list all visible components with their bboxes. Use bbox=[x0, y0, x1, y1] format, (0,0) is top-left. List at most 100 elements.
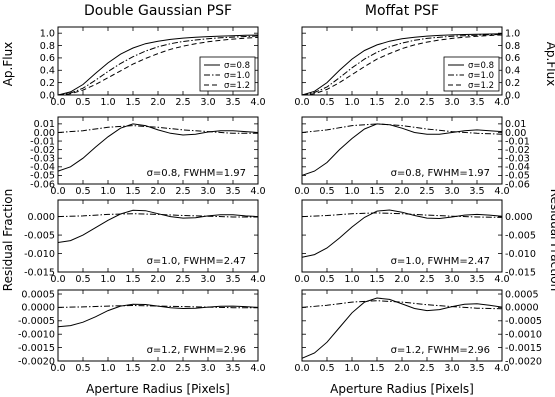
panel-annotation: σ=0.8, FWHM=1.97 bbox=[391, 168, 490, 179]
x-tick-label: 0.5 bbox=[75, 97, 90, 108]
x-tick-label: 2.0 bbox=[150, 274, 165, 285]
y-tick-label: -0.01 bbox=[505, 136, 530, 147]
series-line-dashdot bbox=[302, 300, 502, 310]
x-tick-label: 1.0 bbox=[344, 186, 359, 197]
x-tick-label: 0.5 bbox=[319, 274, 334, 285]
x-tick-label: 1.0 bbox=[344, 363, 359, 374]
x-tick-label: 2.0 bbox=[150, 363, 165, 374]
y-tick-label: -0.01 bbox=[30, 136, 55, 147]
legend-label: σ=0.8 bbox=[468, 61, 494, 71]
panel-p20: 0.0 0.5 1.0 1.5 2.0 2.5 3.0 3.5 4.0 -0.015 -0.010 -… bbox=[24, 199, 266, 285]
y-tick-label: -0.06 bbox=[30, 179, 55, 190]
ylabel-left-residual: Residual Fraction bbox=[1, 189, 15, 291]
x-tick-label: 2.0 bbox=[394, 97, 409, 108]
legend-label: σ=1.0 bbox=[468, 71, 494, 81]
x-tick-label: 2.5 bbox=[419, 363, 434, 374]
y-tick-label: 0.0000 bbox=[21, 303, 55, 314]
x-tick-label: 0.0 bbox=[50, 363, 65, 374]
y-tick-label: 0.8 bbox=[40, 41, 55, 52]
x-tick-label: 4.0 bbox=[494, 363, 509, 374]
legend-label: σ=0.8 bbox=[224, 61, 250, 71]
series-line-solid bbox=[302, 297, 502, 359]
y-tick-label: 0.000 bbox=[505, 212, 532, 223]
x-tick-label: 0.5 bbox=[319, 97, 334, 108]
x-tick-label: 3.5 bbox=[225, 363, 240, 374]
x-tick-label: 4.0 bbox=[494, 97, 509, 108]
x-tick-label: 2.0 bbox=[150, 97, 165, 108]
x-tick-label: 1.0 bbox=[344, 274, 359, 285]
x-tick-label: 2.5 bbox=[419, 97, 434, 108]
y-tick-label: 1.0 bbox=[40, 28, 55, 39]
x-tick-label: 2.5 bbox=[175, 186, 190, 197]
series-line-sigma-1.0 bbox=[302, 33, 502, 95]
x-tick-label: 0.0 bbox=[50, 97, 65, 108]
y-tick-label: 0.8 bbox=[505, 41, 520, 52]
x-tick-label: 3.5 bbox=[469, 186, 484, 197]
ylabel-left-apflux: Ap.Flux bbox=[1, 42, 15, 87]
x-tick-label: 1.5 bbox=[125, 274, 140, 285]
y-tick-label: 0.6 bbox=[505, 53, 520, 64]
x-tick-label: 2.5 bbox=[175, 363, 190, 374]
x-tick-label: 1.0 bbox=[100, 97, 115, 108]
x-tick-label: 0.5 bbox=[75, 363, 90, 374]
series-line-sigma-1.2 bbox=[302, 34, 502, 95]
panel-annotation: σ=0.8, FWHM=1.97 bbox=[147, 168, 246, 179]
series-line-dashdot bbox=[58, 213, 258, 218]
y-tick-label: -0.0020 bbox=[18, 356, 55, 367]
y-tick-label: -0.015 bbox=[24, 267, 55, 278]
y-tick-label: 1.0 bbox=[505, 28, 520, 39]
title-double-gaussian: Double Gaussian PSF bbox=[84, 3, 232, 19]
x-tick-label: 0.0 bbox=[50, 274, 65, 285]
x-tick-label: 3.0 bbox=[200, 274, 215, 285]
legend-label: σ=1.2 bbox=[468, 81, 494, 91]
x-tick-label: 0.0 bbox=[294, 274, 309, 285]
x-tick-label: 1.0 bbox=[100, 363, 115, 374]
y-tick-label: 0.0000 bbox=[505, 303, 539, 314]
panel-annotation: σ=1.0, FWHM=2.47 bbox=[147, 256, 246, 267]
y-tick-label: -0.06 bbox=[505, 179, 530, 190]
y-tick-label: 0.0 bbox=[505, 90, 520, 101]
y-tick-label: -0.010 bbox=[24, 249, 55, 260]
title-moffat: Moffat PSF bbox=[365, 3, 439, 19]
x-tick-label: 2.5 bbox=[419, 186, 434, 197]
x-tick-label: 3.0 bbox=[444, 186, 459, 197]
x-tick-label: 3.5 bbox=[469, 97, 484, 108]
panels: 0.0 0.5 1.0 1.5 2.0 2.5 3.0 3.5 4.00.00.20.40.60… bbox=[18, 26, 542, 374]
ylabel-right-residual: Residual Fraction bbox=[548, 189, 555, 291]
y-tick-label: -0.04 bbox=[30, 162, 55, 173]
x-tick-label: 1.5 bbox=[369, 363, 384, 374]
y-tick-label: 0.01 bbox=[34, 119, 55, 130]
y-tick-label: 0.00 bbox=[505, 128, 526, 139]
x-tick-label: 3.5 bbox=[469, 363, 484, 374]
x-tick-label: 0.5 bbox=[319, 363, 334, 374]
series-line-sigma-1.2 bbox=[58, 36, 258, 95]
x-tick-label: 3.5 bbox=[225, 274, 240, 285]
x-tick-label: 1.5 bbox=[369, 274, 384, 285]
xlabel-right: Aperture Radius [Pixels] bbox=[330, 382, 474, 396]
y-tick-label: 0.4 bbox=[40, 66, 55, 77]
x-tick-label: 2.0 bbox=[394, 363, 409, 374]
y-tick-label: -0.03 bbox=[30, 154, 55, 165]
x-tick-label: 3.0 bbox=[444, 363, 459, 374]
x-tick-label: 1.5 bbox=[125, 186, 140, 197]
panel-p10: 0.0 0.5 1.0 1.5 2.0 2.5 3.0 3.5 4.0-0.06-0.05-0.… bbox=[30, 116, 266, 197]
y-tick-label: -0.0015 bbox=[18, 343, 55, 354]
x-tick-label: 2.5 bbox=[175, 97, 190, 108]
y-tick-label: 0.000 bbox=[28, 212, 55, 223]
series-line-solid bbox=[302, 123, 502, 176]
legend-label: σ=1.2 bbox=[224, 81, 250, 91]
panel-p00: 0.0 0.5 1.0 1.5 2.0 2.5 3.0 3.5 4.00.00.20.40.60… bbox=[40, 26, 266, 108]
x-tick-label: 3.5 bbox=[225, 97, 240, 108]
series-line-dashdot bbox=[58, 125, 258, 134]
y-tick-label: -0.0020 bbox=[505, 356, 542, 367]
x-tick-label: 0.5 bbox=[75, 186, 90, 197]
y-tick-label: 0.0 bbox=[40, 90, 55, 101]
y-tick-label: -0.005 bbox=[505, 230, 536, 241]
x-tick-label: 0.0 bbox=[294, 97, 309, 108]
x-tick-label: 3.0 bbox=[444, 97, 459, 108]
x-tick-label: 1.0 bbox=[100, 186, 115, 197]
x-tick-label: 2.5 bbox=[419, 274, 434, 285]
y-tick-label: -0.015 bbox=[505, 267, 536, 278]
x-tick-label: 2.5 bbox=[175, 274, 190, 285]
